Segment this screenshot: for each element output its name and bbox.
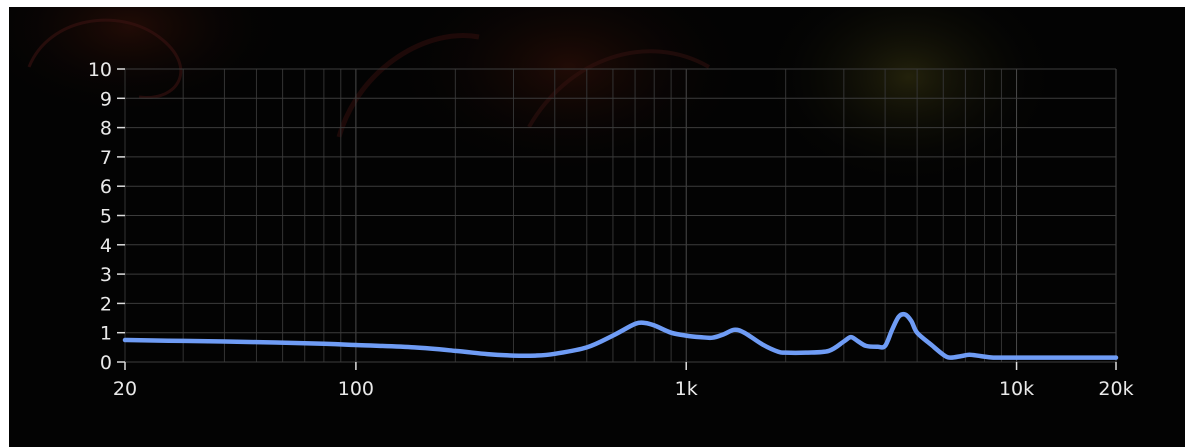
frequency-response-line (122, 311, 1119, 360)
chart-grid (124, 68, 1117, 363)
y-tick-label: 6 (100, 176, 112, 198)
y-tick-label: 3 (100, 264, 112, 286)
background-artwork (9, 7, 1059, 187)
x-tick-label: 100 (338, 378, 374, 400)
y-tick-label: 0 (100, 352, 112, 374)
x-tick-label: 10k (999, 378, 1034, 400)
y-tick-label: 7 (100, 147, 112, 169)
x-tick-label: 20k (1098, 378, 1133, 400)
y-tick-label: 5 (100, 206, 112, 228)
y-tick-label: 1 (100, 323, 112, 345)
y-tick-label: 9 (100, 88, 112, 110)
y-tick-label: 2 (100, 293, 112, 315)
x-tick-label: 20 (113, 378, 137, 400)
y-axis-ticks: 0 1 2 3 4 5 6 7 8 9 10 (88, 59, 125, 374)
x-tick-label: 1k (675, 378, 698, 400)
chart-series (122, 311, 1119, 360)
y-tick-label: 10 (88, 59, 112, 81)
frequency-response-panel: 0 1 2 3 4 5 6 7 8 9 10 20 100 1k 10k 20k (9, 7, 1185, 447)
y-tick-label: 4 (100, 235, 112, 257)
x-axis-ticks: 20 100 1k 10k 20k (113, 362, 1134, 400)
frequency-response-chart: 0 1 2 3 4 5 6 7 8 9 10 20 100 1k 10k 20k (88, 59, 1134, 400)
y-tick-label: 8 (100, 118, 112, 140)
